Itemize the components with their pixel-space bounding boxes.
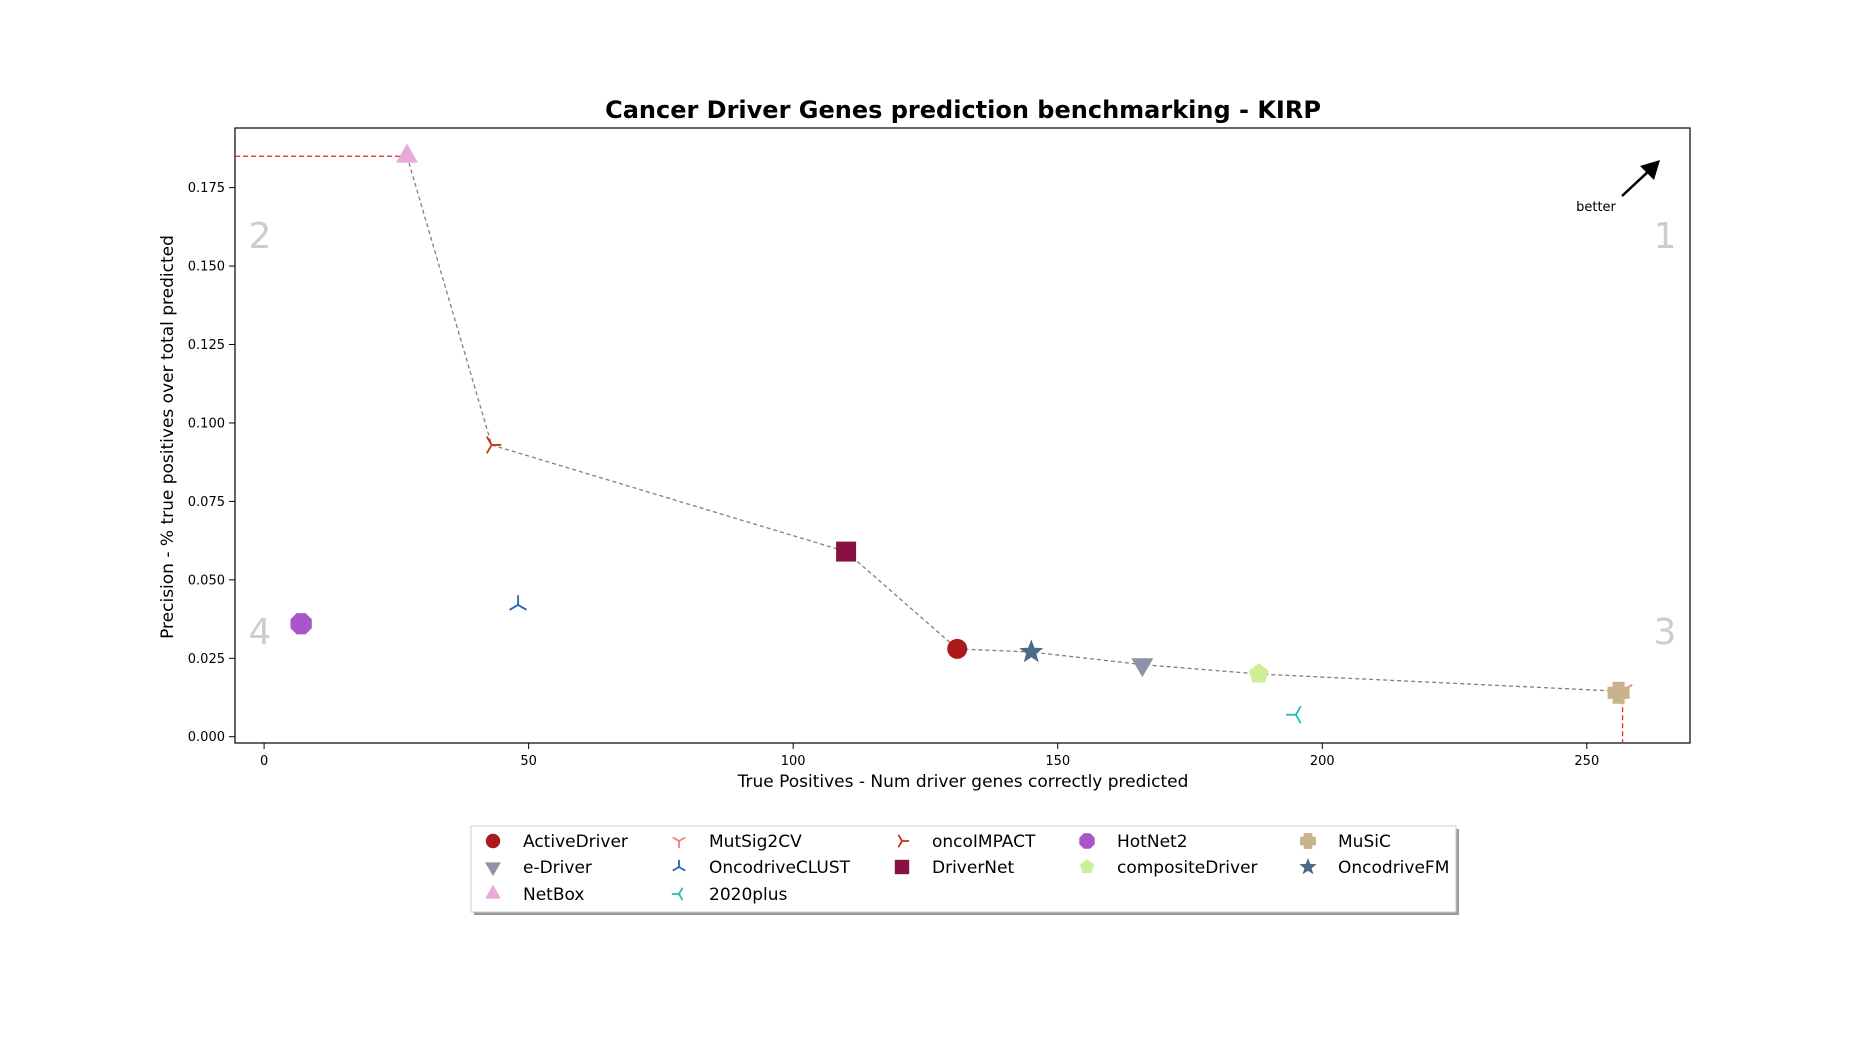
legend-marker <box>1300 833 1316 849</box>
legend-box <box>470 825 1457 913</box>
legend-item: 2020plus <box>671 885 788 905</box>
x-tick-label: 0 <box>260 754 268 769</box>
legend-item: e-Driver <box>485 858 592 878</box>
legend-label: HotNet2 <box>1117 832 1188 852</box>
y-axis-label: Precision - % true positives over total … <box>158 235 178 639</box>
legend-item: MutSig2CV <box>672 832 802 852</box>
legend-label: ActiveDriver <box>523 832 628 852</box>
marker-netbox <box>396 143 418 163</box>
marker-drivernet <box>836 541 857 562</box>
y-tick-label: 0.125 <box>188 338 225 353</box>
marker-2020plus <box>1285 706 1302 724</box>
legend-marker <box>672 836 686 849</box>
x-tick-label: 100 <box>781 754 806 769</box>
marker-oncodrivefm <box>1019 639 1044 663</box>
y-tick-label: 0.000 <box>188 730 225 745</box>
data-markers <box>290 143 1633 724</box>
y-tick-label: 0.075 <box>188 495 225 510</box>
legend-item: MuSiC <box>1300 832 1391 852</box>
better-arrow-head <box>1640 160 1660 180</box>
legend-item: NetBox <box>485 884 584 905</box>
axes: 0 50 100 150 200 250 0.000 0.025 0.050 0.075 0.100… <box>188 181 1599 769</box>
legend-marker <box>1299 857 1317 875</box>
marker-compositedriver <box>1248 663 1269 683</box>
legend-marker <box>1079 859 1095 874</box>
legend-marker <box>894 859 910 875</box>
y-tick-label: 0.025 <box>188 652 225 667</box>
marker-oncoimpact <box>486 436 502 454</box>
x-tick-label: 50 <box>520 754 537 769</box>
marker-hotnet2 <box>290 613 312 635</box>
legend-marker <box>485 862 501 877</box>
quadrant-label-1: 1 <box>1654 216 1677 257</box>
quadrant-label-2: 2 <box>249 216 272 257</box>
y-tick-label: 0.150 <box>188 260 225 275</box>
legend-marker <box>671 887 684 901</box>
y-tick-label: 0.100 <box>188 416 225 431</box>
legend-marker <box>485 884 501 899</box>
quadrant-label-3: 3 <box>1654 612 1677 653</box>
legend-item: compositeDriver <box>1079 858 1258 878</box>
legend: ActiveDriver MutSig2CV oncoIMPACT HotNet2 Mu… <box>470 825 1459 915</box>
chart-title: Cancer Driver Genes prediction benchmark… <box>605 96 1321 124</box>
better-annotation: better <box>1576 160 1660 215</box>
marker-e-driver <box>1131 658 1154 678</box>
y-tick-label: 0.175 <box>188 181 225 196</box>
quadrant-label-4: 4 <box>249 612 272 653</box>
x-tick-label: 250 <box>1574 754 1599 769</box>
legend-label: OncodriveCLUST <box>709 858 851 878</box>
x-tick-label: 150 <box>1045 754 1070 769</box>
x-axis-label: True Positives - Num driver genes correc… <box>737 772 1189 792</box>
legend-item: ActiveDriver <box>485 832 628 852</box>
legend-label: 2020plus <box>709 885 788 905</box>
quadrant-labels: 1 2 3 4 <box>249 216 1677 653</box>
y-tick-label: 0.050 <box>188 573 225 588</box>
legend-marker <box>672 859 686 872</box>
legend-label: MuSiC <box>1338 832 1391 852</box>
legend-label: OncodriveFM <box>1338 858 1449 878</box>
legend-label: e-Driver <box>523 858 592 878</box>
legend-item: oncoIMPACT <box>897 832 1036 852</box>
legend-marker <box>1079 833 1095 849</box>
better-label: better <box>1576 200 1616 215</box>
pareto-frontier-line <box>406 156 1619 692</box>
x-tick-label: 200 <box>1310 754 1335 769</box>
marker-music <box>1607 681 1630 704</box>
marker-oncodriveclust <box>509 595 527 611</box>
legend-label: MutSig2CV <box>709 832 802 852</box>
legend-item: OncodriveFM <box>1299 857 1449 878</box>
legend-marker <box>485 833 501 849</box>
legend-item: HotNet2 <box>1079 832 1188 852</box>
legend-label: DriverNet <box>932 858 1014 878</box>
legend-label: compositeDriver <box>1117 858 1258 878</box>
legend-item: DriverNet <box>894 858 1014 878</box>
legend-label: oncoIMPACT <box>932 832 1036 852</box>
legend-label: NetBox <box>523 885 584 905</box>
legend-item: OncodriveCLUST <box>672 858 851 878</box>
marker-activedriver <box>947 638 968 659</box>
legend-marker <box>897 834 910 848</box>
